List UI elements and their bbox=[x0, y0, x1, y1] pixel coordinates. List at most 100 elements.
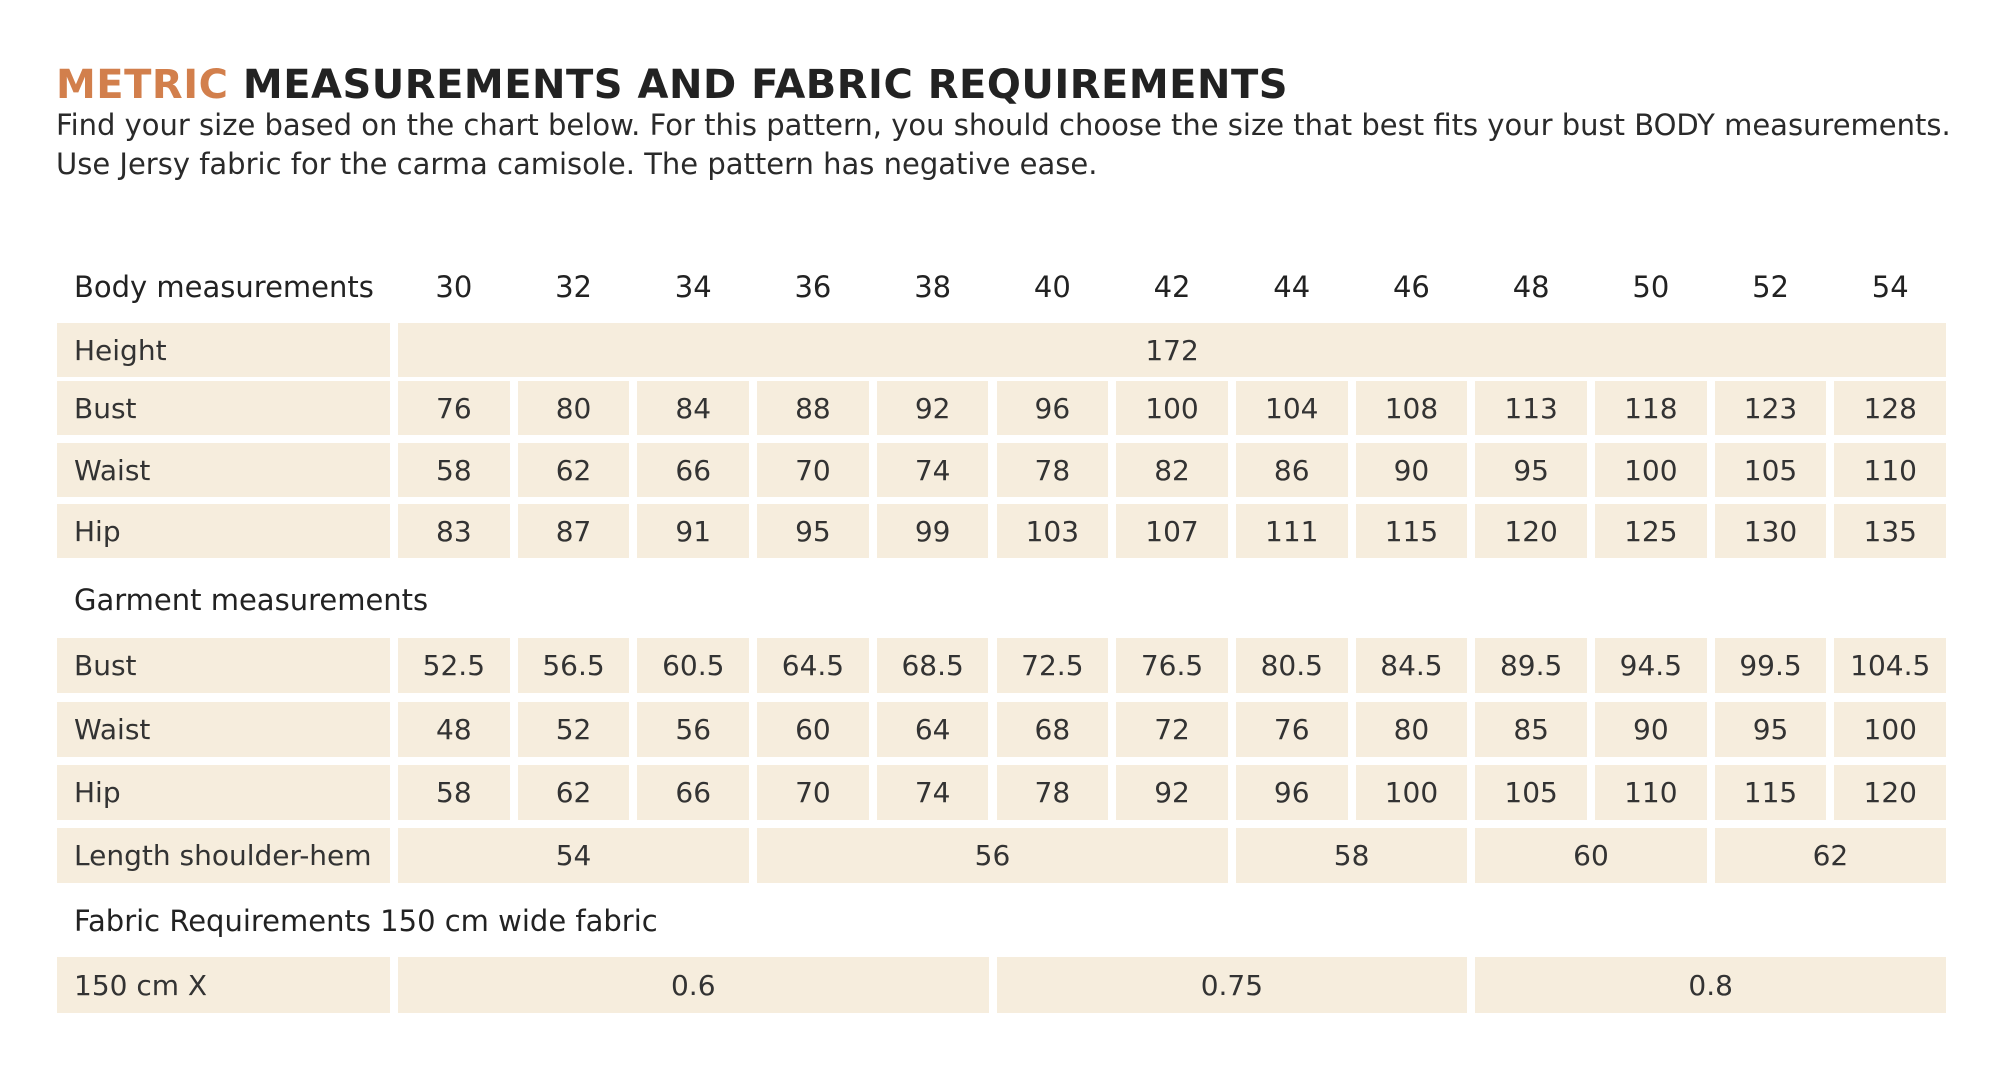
row-label: Bust bbox=[57, 381, 390, 435]
value-cell: 64.5 bbox=[757, 638, 869, 693]
value-cell: 58 bbox=[398, 765, 510, 820]
value-cell: 100 bbox=[1595, 443, 1707, 497]
value-cell: 60 bbox=[757, 702, 869, 757]
value-cell: 99 bbox=[876, 504, 989, 558]
value-cell: 130 bbox=[1714, 504, 1827, 558]
value-cell: 135 bbox=[1834, 504, 1947, 558]
size-header: 42 bbox=[1153, 270, 1191, 304]
value-cell: 120 bbox=[1475, 504, 1587, 558]
value-cell: 76.5 bbox=[1116, 638, 1228, 693]
title-highlight: METRIC bbox=[56, 62, 229, 108]
value-cell: 87 bbox=[517, 504, 630, 558]
size-header: 30 bbox=[435, 270, 473, 304]
value-cell: 0.8 bbox=[1475, 957, 1947, 1013]
value-cell: 84 bbox=[637, 381, 750, 435]
value-cell: 118 bbox=[1595, 381, 1707, 435]
value-cell: 66 bbox=[637, 765, 750, 820]
value-cell: 94.5 bbox=[1595, 638, 1707, 693]
row-label: 150 cm X bbox=[57, 957, 390, 1013]
value-cell: 105 bbox=[1714, 443, 1827, 497]
value-cell: 91 bbox=[637, 504, 750, 558]
value-cell: 76 bbox=[398, 381, 510, 435]
value-cell: 113 bbox=[1475, 381, 1587, 435]
size-header: 50 bbox=[1632, 270, 1670, 304]
value-cell: 100 bbox=[1355, 765, 1468, 820]
value-cell: 104.5 bbox=[1834, 638, 1947, 693]
value-cell: 74 bbox=[876, 443, 989, 497]
row-label: Length shoulder-hem bbox=[57, 828, 390, 883]
value-cell: 0.6 bbox=[398, 957, 989, 1013]
size-header: 36 bbox=[794, 270, 832, 304]
size-header: 34 bbox=[674, 270, 712, 304]
value-cell: 83 bbox=[398, 504, 510, 558]
value-cell: 125 bbox=[1595, 504, 1707, 558]
value-cell: 92 bbox=[1116, 765, 1228, 820]
value-cell: 115 bbox=[1355, 504, 1468, 558]
value-cell: 80 bbox=[517, 381, 630, 435]
value-cell: 48 bbox=[398, 702, 510, 757]
row-label: Waist bbox=[57, 443, 390, 497]
value-cell: 120 bbox=[1834, 765, 1947, 820]
section-heading: Garment measurements bbox=[74, 583, 429, 617]
value-cell: 54 bbox=[398, 828, 750, 883]
value-cell: 105 bbox=[1475, 765, 1587, 820]
value-cell: 96 bbox=[1235, 765, 1348, 820]
value-cell: 90 bbox=[1355, 443, 1468, 497]
value-cell: 0.75 bbox=[996, 957, 1468, 1013]
value-cell: 99.5 bbox=[1714, 638, 1827, 693]
value-cell: 80.5 bbox=[1235, 638, 1348, 693]
size-header: 48 bbox=[1512, 270, 1550, 304]
value-cell: 104 bbox=[1235, 381, 1348, 435]
value-cell: 123 bbox=[1714, 381, 1827, 435]
value-cell: 58 bbox=[398, 443, 510, 497]
size-header: 54 bbox=[1871, 270, 1909, 304]
title: METRIC MEASUREMENTS AND FABRIC REQUIREME… bbox=[56, 62, 1288, 108]
value-cell: 64 bbox=[876, 702, 989, 757]
value-cell: 84.5 bbox=[1355, 638, 1468, 693]
value-cell: 96 bbox=[996, 381, 1109, 435]
value-cell: 62 bbox=[517, 443, 630, 497]
value-cell: 78 bbox=[996, 765, 1109, 820]
description: Find your size based on the chart below.… bbox=[56, 108, 1951, 142]
size-header: 52 bbox=[1752, 270, 1789, 304]
row-label: Bust bbox=[57, 638, 390, 693]
value-cell: 100 bbox=[1116, 381, 1228, 435]
value-cell: 172 bbox=[398, 323, 1947, 377]
section-heading: Fabric Requirements 150 cm wide fabric bbox=[74, 904, 658, 938]
value-cell: 62 bbox=[1714, 828, 1947, 883]
title-rest: MEASUREMENTS AND FABRIC REQUIREMENTS bbox=[242, 62, 1289, 108]
value-cell: 111 bbox=[1235, 504, 1348, 558]
value-cell: 103 bbox=[996, 504, 1109, 558]
value-cell: 85 bbox=[1475, 702, 1587, 757]
value-cell: 60 bbox=[1475, 828, 1707, 883]
value-cell: 56 bbox=[637, 702, 750, 757]
value-cell: 58 bbox=[1235, 828, 1468, 883]
value-cell: 56.5 bbox=[517, 638, 630, 693]
value-cell: 95 bbox=[1475, 443, 1587, 497]
size-header: 40 bbox=[1033, 270, 1071, 304]
value-cell: 92 bbox=[876, 381, 989, 435]
value-cell: 115 bbox=[1714, 765, 1827, 820]
row-label: Hip bbox=[57, 765, 390, 820]
value-cell: 70 bbox=[757, 443, 869, 497]
value-cell: 76 bbox=[1235, 702, 1348, 757]
value-cell: 74 bbox=[876, 765, 989, 820]
value-cell: 88 bbox=[757, 381, 869, 435]
size-header: 32 bbox=[555, 270, 592, 304]
value-cell: 68.5 bbox=[876, 638, 989, 693]
value-cell: 78 bbox=[996, 443, 1109, 497]
size-header: 44 bbox=[1273, 270, 1311, 304]
value-cell: 60.5 bbox=[637, 638, 750, 693]
value-cell: 56 bbox=[757, 828, 1228, 883]
row-label: Height bbox=[57, 323, 390, 377]
value-cell: 90 bbox=[1595, 702, 1707, 757]
description: Use Jersy fabric for the carma camisole.… bbox=[56, 147, 1098, 181]
size-header: 46 bbox=[1392, 270, 1430, 304]
value-cell: 52 bbox=[517, 702, 630, 757]
value-cell: 108 bbox=[1355, 381, 1468, 435]
row-label: Hip bbox=[57, 504, 390, 558]
value-cell: 110 bbox=[1834, 443, 1947, 497]
value-cell: 80 bbox=[1355, 702, 1468, 757]
value-cell: 95 bbox=[757, 504, 869, 558]
